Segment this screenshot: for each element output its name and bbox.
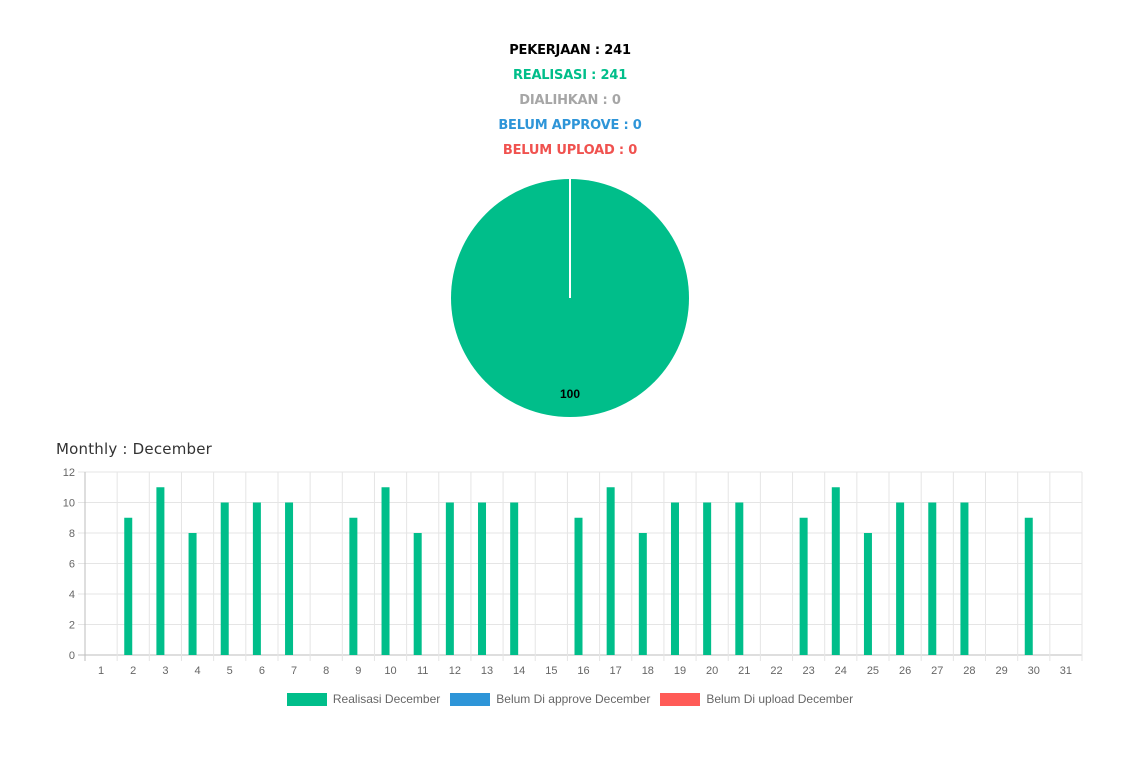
legend-label: Belum Di upload December bbox=[706, 692, 854, 706]
pie-chart: 100 bbox=[451, 179, 689, 417]
x-tick-label: 28 bbox=[963, 665, 975, 677]
bar-realisasi-december-17[interactable] bbox=[606, 487, 615, 655]
y-tick-label: 0 bbox=[69, 650, 75, 662]
bar-realisasi-december-25[interactable] bbox=[863, 533, 872, 655]
legend-label: Belum Di approve December bbox=[496, 692, 651, 706]
bar-realisasi-december-26[interactable] bbox=[896, 502, 905, 656]
x-tick-label: 15 bbox=[545, 665, 557, 677]
pekerjaan-count: PEKERJAAN : 241 bbox=[509, 43, 631, 58]
legend-label: Realisasi December bbox=[332, 692, 441, 706]
x-tick-label: 1 bbox=[98, 665, 104, 677]
x-tick-label: 10 bbox=[384, 665, 396, 677]
x-tick-label: 3 bbox=[162, 665, 168, 677]
legend-item[interactable]: Realisasi December bbox=[286, 692, 441, 706]
bar-realisasi-december-14[interactable] bbox=[510, 502, 519, 656]
x-tick-label: 22 bbox=[770, 665, 782, 677]
monthly-title: Monthly : December bbox=[56, 440, 213, 458]
bar-realisasi-december-7[interactable] bbox=[285, 502, 294, 656]
bar-realisasi-december-28[interactable] bbox=[960, 502, 969, 656]
bar-realisasi-december-23[interactable] bbox=[799, 517, 808, 655]
x-tick-label: 19 bbox=[674, 665, 686, 677]
chart-legend: Realisasi December Belum Di approve Decem… bbox=[0, 692, 1140, 706]
y-tick-label: 8 bbox=[69, 528, 75, 540]
x-tick-label: 5 bbox=[227, 665, 233, 677]
x-tick-label: 21 bbox=[738, 665, 750, 677]
y-tick-label: 4 bbox=[69, 589, 75, 601]
bar-realisasi-december-11[interactable] bbox=[413, 533, 422, 655]
summary-panel: PEKERJAAN : 241 REALISASI : 241 DIALIHKA… bbox=[0, 42, 1140, 167]
bar-realisasi-december-21[interactable] bbox=[735, 502, 744, 656]
dialihkan-count: DIALIHKAN : 0 bbox=[519, 93, 621, 108]
x-tick-label: 9 bbox=[355, 665, 361, 677]
x-tick-label: 20 bbox=[706, 665, 718, 677]
x-tick-label: 6 bbox=[259, 665, 265, 677]
bar-realisasi-december-9[interactable] bbox=[349, 517, 358, 655]
bar-realisasi-december-30[interactable] bbox=[1024, 517, 1033, 655]
bar-realisasi-december-13[interactable] bbox=[478, 502, 487, 656]
bar-realisasi-december-5[interactable] bbox=[220, 502, 229, 656]
belum-upload-count: BELUM UPLOAD : 0 bbox=[502, 143, 638, 158]
x-tick-label: 23 bbox=[803, 665, 815, 677]
realisasi-count: REALISASI : 241 bbox=[512, 68, 628, 83]
belum-approve-count: BELUM APPROVE : 0 bbox=[498, 118, 642, 133]
x-tick-label: 4 bbox=[195, 665, 201, 677]
legend-item[interactable]: Belum Di upload December bbox=[660, 692, 853, 706]
bar-realisasi-december-2[interactable] bbox=[124, 517, 133, 655]
y-tick-label: 2 bbox=[69, 620, 75, 632]
legend-swatch bbox=[660, 692, 701, 706]
x-tick-label: 29 bbox=[995, 665, 1007, 677]
legend-swatch bbox=[450, 692, 491, 706]
x-tick-label: 26 bbox=[899, 665, 911, 677]
bar-realisasi-december-16[interactable] bbox=[574, 517, 583, 655]
bar-realisasi-december-19[interactable] bbox=[670, 502, 679, 656]
pie-data-label: 100 bbox=[560, 387, 580, 401]
y-tick-label: 10 bbox=[63, 498, 75, 510]
x-tick-label: 8 bbox=[323, 665, 329, 677]
x-tick-label: 25 bbox=[867, 665, 879, 677]
x-tick-label: 16 bbox=[577, 665, 589, 677]
bar-realisasi-december-6[interactable] bbox=[252, 502, 261, 656]
x-tick-label: 27 bbox=[931, 665, 943, 677]
bar-realisasi-december-27[interactable] bbox=[928, 502, 937, 656]
bar-realisasi-december-12[interactable] bbox=[445, 502, 454, 656]
x-tick-label: 30 bbox=[1028, 665, 1040, 677]
x-tick-label: 18 bbox=[642, 665, 654, 677]
x-tick-label: 2 bbox=[130, 665, 136, 677]
x-tick-label: 17 bbox=[610, 665, 622, 677]
legend-item[interactable]: Belum Di approve December bbox=[450, 692, 650, 706]
bar-realisasi-december-24[interactable] bbox=[831, 487, 840, 655]
x-tick-label: 13 bbox=[481, 665, 493, 677]
bar-realisasi-december-10[interactable] bbox=[381, 487, 390, 655]
y-tick-label: 12 bbox=[63, 467, 75, 479]
x-tick-label: 7 bbox=[291, 665, 297, 677]
legend-swatch bbox=[286, 692, 327, 706]
bar-realisasi-december-18[interactable] bbox=[638, 533, 647, 655]
y-tick-label: 6 bbox=[69, 559, 75, 571]
x-tick-label: 12 bbox=[449, 665, 461, 677]
x-tick-label: 11 bbox=[417, 665, 428, 677]
x-tick-label: 24 bbox=[835, 665, 847, 677]
x-tick-label: 14 bbox=[513, 665, 525, 677]
bar-realisasi-december-20[interactable] bbox=[703, 502, 712, 656]
x-tick-label: 31 bbox=[1060, 665, 1072, 677]
bar-realisasi-december-3[interactable] bbox=[156, 487, 165, 655]
bar-realisasi-december-4[interactable] bbox=[188, 533, 197, 655]
